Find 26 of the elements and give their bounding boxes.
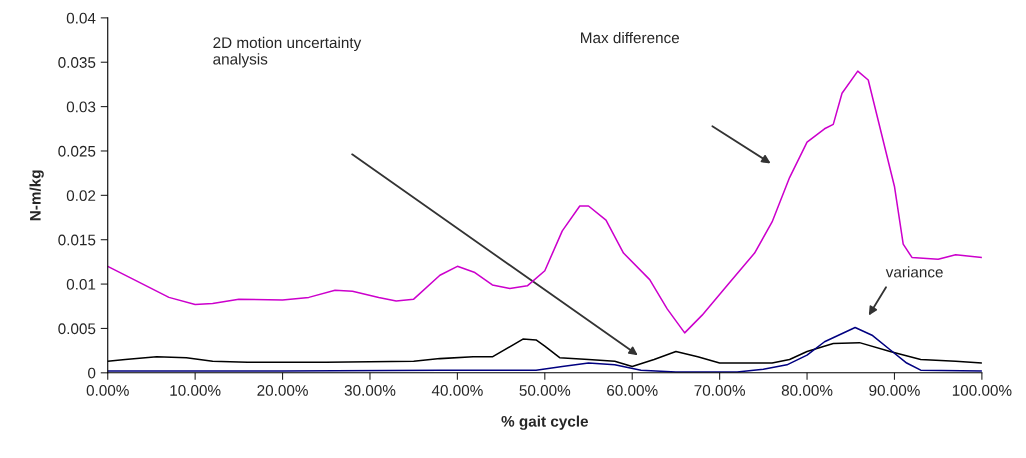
x-tick-label: 40.00% — [431, 385, 483, 396]
x-tick-label: 80.00% — [781, 385, 833, 396]
y-axis-title: N-m/kg — [29, 170, 44, 221]
x-tick-label: 20.00% — [257, 385, 308, 396]
x-axis-title: % gait cycle — [501, 415, 589, 430]
x-tick-label: 10.00% — [170, 385, 221, 396]
y-tick-label: 0.01 — [66, 278, 96, 290]
annotation: 2D motion uncertainty analysis — [213, 36, 362, 68]
y-tick-label: 0.04 — [66, 12, 96, 24]
y-tick-label: 0.005 — [58, 323, 96, 335]
annotation: Max difference — [581, 32, 680, 44]
y-tick-label: 0 — [88, 367, 96, 379]
x-tick-label: 100.00% — [952, 385, 1012, 396]
x-tick-label: 60.00% — [607, 385, 658, 396]
line-series — [107, 70, 982, 334]
x-tick-label: 70.00% — [694, 385, 745, 396]
annotation: variance — [885, 266, 943, 278]
x-tick-label: 30.00% — [344, 385, 396, 396]
x-tick-label: 90.00% — [869, 385, 920, 396]
y-tick-label: 0.035 — [58, 57, 96, 68]
y-tick-label: 0.03 — [66, 101, 96, 113]
x-tick-label: 50.00% — [519, 385, 571, 396]
y-tick-label: 0.02 — [66, 190, 96, 202]
y-tick-label: 0.015 — [58, 234, 96, 246]
x-tick-label: 0.00% — [86, 385, 129, 396]
y-tick-label: 0.025 — [58, 145, 96, 157]
